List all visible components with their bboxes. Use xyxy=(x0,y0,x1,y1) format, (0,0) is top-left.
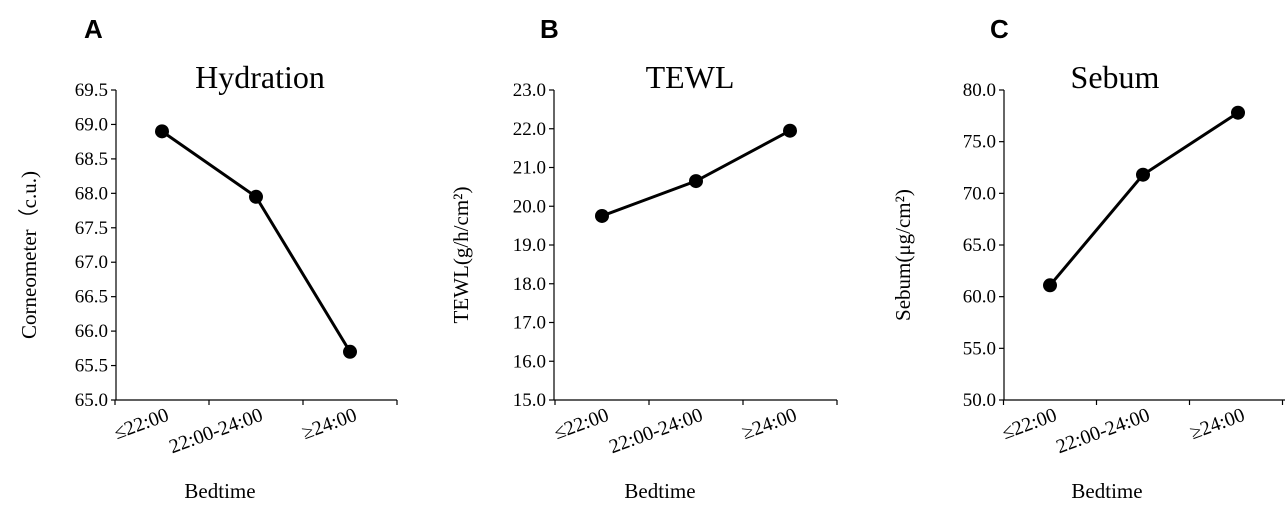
x-tick-label: ≤22:00 xyxy=(551,404,612,444)
data-point xyxy=(1231,105,1245,120)
y-tick-label: 18.0 xyxy=(513,274,546,295)
y-tick-label: 69.0 xyxy=(75,114,108,135)
series-line xyxy=(161,130,352,353)
x-tick-label: 22:00-24:00 xyxy=(166,404,265,458)
y-tick-label: 21.0 xyxy=(513,158,546,179)
x-tick-label: ≥24:00 xyxy=(1187,404,1248,444)
data-point xyxy=(783,123,797,138)
chart-panel-b: B TEWL 15.0 16.0 17.0 18.0 19.0 20.0 21.0 22.0 23.… xyxy=(449,14,838,503)
y-tick-label: 19.0 xyxy=(513,235,546,256)
panel-letter: B xyxy=(540,14,559,44)
y-tick-label: 66.5 xyxy=(75,287,108,308)
y-tick-label: 67.0 xyxy=(75,252,108,273)
y-tick-label: 55.0 xyxy=(963,338,996,359)
data-point xyxy=(343,344,357,359)
y-tick-label: 67.5 xyxy=(75,218,108,239)
x-tick-label: 22:00-24:00 xyxy=(1053,404,1152,458)
y-tick-label: 69.5 xyxy=(75,80,108,101)
y-tick-label: 80.0 xyxy=(963,80,996,101)
panel-letter: A xyxy=(84,14,103,44)
x-tick-label: ≤22:00 xyxy=(999,404,1060,444)
y-tick-label: 16.0 xyxy=(513,351,546,372)
y-axis-label: Corneometer（c.u.) xyxy=(17,171,41,339)
x-axis-label: Bedtime xyxy=(624,479,695,503)
y-tick-label: 66.0 xyxy=(75,321,108,342)
series-line xyxy=(601,129,791,218)
data-point xyxy=(1043,278,1057,293)
y-tick-label: 15.0 xyxy=(513,390,546,411)
y-tick-label: 65.0 xyxy=(75,390,108,411)
chart-title: TEWL xyxy=(646,59,735,95)
x-tick-label: ≥24:00 xyxy=(299,404,360,444)
y-tick-label: 23.0 xyxy=(513,80,546,101)
y-tick-label: 50.0 xyxy=(963,390,996,411)
y-tick-label: 22.0 xyxy=(513,119,546,140)
chart-panel-c: C Sebum 50.0 55.0 60.0 65.0 70.0 75.0 80.0 ≤22:00… xyxy=(891,14,1285,503)
series-line xyxy=(1048,111,1239,287)
chart-title: Sebum xyxy=(1071,59,1160,95)
y-tick-label: 17.0 xyxy=(513,313,546,334)
y-tick-label: 68.0 xyxy=(75,183,108,204)
y-axis-label: Sebum(μg/cm²) xyxy=(891,189,915,321)
data-point xyxy=(249,189,263,204)
x-axis-label: Bedtime xyxy=(184,479,255,503)
y-tick-label: 65.5 xyxy=(75,356,108,377)
y-axis-label: TEWL(g/h/cm²) xyxy=(449,187,473,324)
data-point xyxy=(689,174,703,189)
y-tick-label: 70.0 xyxy=(963,183,996,204)
y-tick-label: 20.0 xyxy=(513,196,546,217)
y-tick-label: 68.5 xyxy=(75,149,108,170)
chart-panel-a: A Hydration 65.0 65.5 66.0 66.5 67.0 67.5 68.0 68… xyxy=(17,14,398,503)
y-tick-label: 60.0 xyxy=(963,287,996,308)
x-tick-label: 22:00-24:00 xyxy=(606,404,705,458)
panel-letter: C xyxy=(990,14,1009,44)
data-point xyxy=(1136,167,1150,182)
chart-title: Hydration xyxy=(195,59,325,95)
y-tick-label: 65.0 xyxy=(963,235,996,256)
data-point xyxy=(155,124,169,139)
x-tick-label: ≥24:00 xyxy=(739,404,800,444)
data-point xyxy=(595,208,609,223)
x-tick-label: ≤22:00 xyxy=(111,404,172,444)
x-axis-label: Bedtime xyxy=(1071,479,1142,503)
y-tick-label: 75.0 xyxy=(963,132,996,153)
